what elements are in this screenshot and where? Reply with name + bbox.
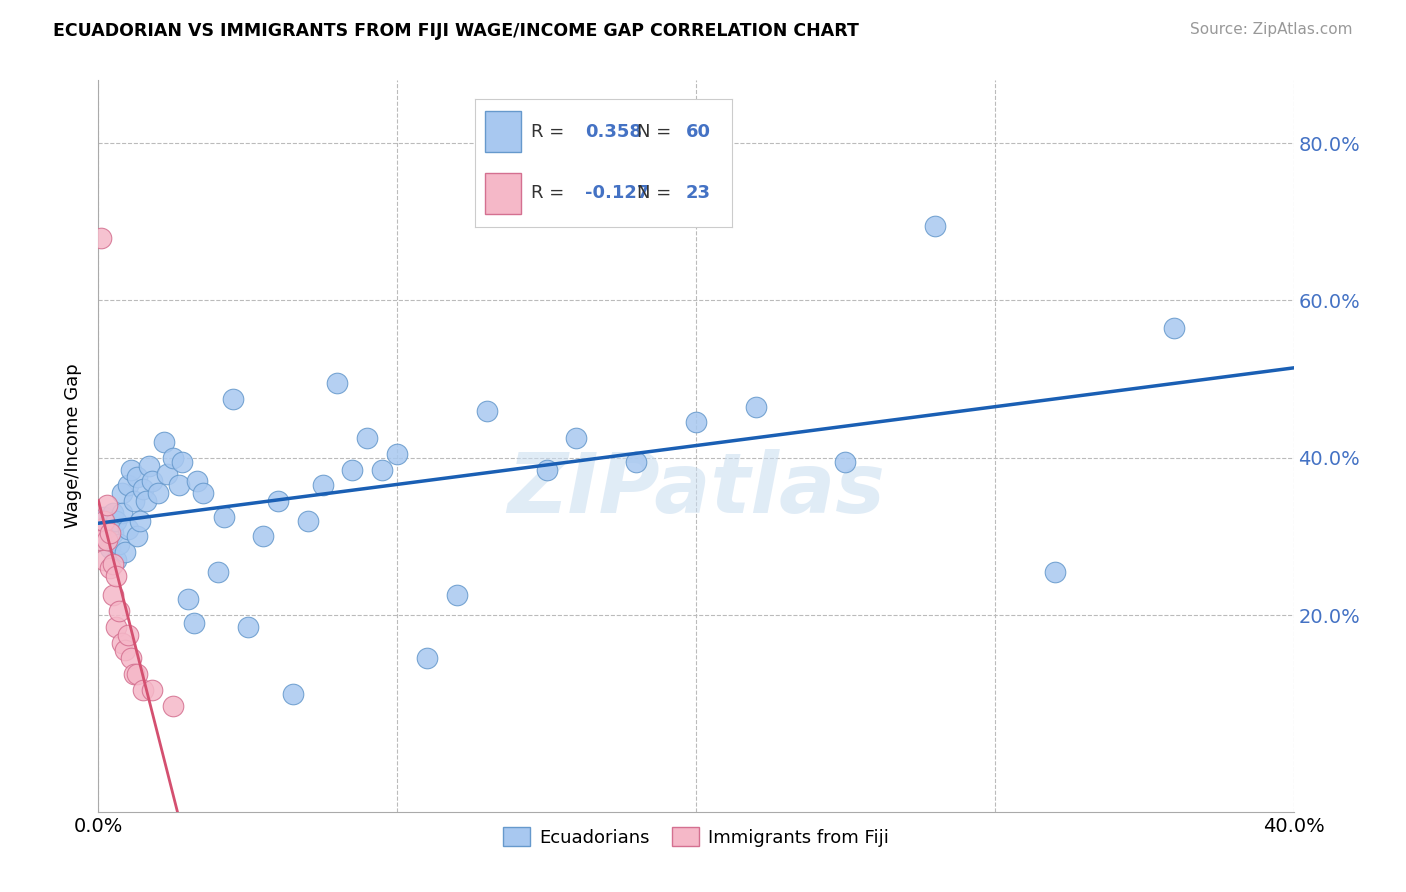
Point xyxy=(93,553,115,567)
Point xyxy=(103,589,125,603)
Point xyxy=(98,541,122,556)
Point xyxy=(124,494,146,508)
Point xyxy=(114,545,136,559)
Point xyxy=(111,506,134,520)
Point xyxy=(1043,565,1066,579)
Point xyxy=(834,455,856,469)
Point xyxy=(105,553,128,567)
Point xyxy=(127,667,149,681)
Point xyxy=(212,509,235,524)
Text: ZIPatlas: ZIPatlas xyxy=(508,450,884,531)
Point xyxy=(117,628,139,642)
Point xyxy=(90,522,112,536)
Point xyxy=(96,517,118,532)
Text: ECUADORIAN VS IMMIGRANTS FROM FIJI WAGE/INCOME GAP CORRELATION CHART: ECUADORIAN VS IMMIGRANTS FROM FIJI WAGE/… xyxy=(53,22,859,40)
Point xyxy=(111,635,134,649)
Point xyxy=(117,522,139,536)
Point xyxy=(129,514,152,528)
Point xyxy=(141,682,163,697)
Point xyxy=(103,557,125,571)
Point xyxy=(267,494,290,508)
Point xyxy=(252,529,274,543)
Point xyxy=(924,219,946,233)
Point xyxy=(156,467,179,481)
Point xyxy=(342,462,364,476)
Point xyxy=(162,698,184,713)
Point xyxy=(356,431,378,445)
Point xyxy=(98,561,122,575)
Point xyxy=(183,615,205,630)
Point xyxy=(132,482,155,496)
Legend: Ecuadorians, Immigrants from Fiji: Ecuadorians, Immigrants from Fiji xyxy=(496,820,896,854)
Point xyxy=(186,475,208,489)
Point xyxy=(98,525,122,540)
Point xyxy=(475,403,498,417)
Point xyxy=(385,447,409,461)
Point xyxy=(127,529,149,543)
Point xyxy=(90,533,112,548)
Point xyxy=(138,458,160,473)
Point xyxy=(105,568,128,582)
Point xyxy=(745,400,768,414)
Point xyxy=(626,455,648,469)
Point xyxy=(565,431,588,445)
Point xyxy=(536,462,558,476)
Point xyxy=(108,604,131,618)
Point xyxy=(1163,321,1185,335)
Point xyxy=(416,651,439,665)
Point xyxy=(90,230,112,244)
Point xyxy=(326,376,349,390)
Point xyxy=(120,651,142,665)
Point xyxy=(120,462,142,476)
Point xyxy=(236,620,259,634)
Point xyxy=(311,478,333,492)
Point xyxy=(685,416,707,430)
Point xyxy=(96,533,118,548)
Point xyxy=(172,455,194,469)
Point xyxy=(153,435,176,450)
Point xyxy=(135,494,157,508)
Point xyxy=(148,486,170,500)
Point xyxy=(111,486,134,500)
Point xyxy=(93,514,115,528)
Point xyxy=(93,509,115,524)
Point xyxy=(177,592,200,607)
Point xyxy=(117,478,139,492)
Point xyxy=(297,514,319,528)
Point xyxy=(105,514,128,528)
Point xyxy=(96,533,118,548)
Point xyxy=(96,498,118,512)
Point xyxy=(162,450,184,465)
Point xyxy=(103,525,125,540)
Point xyxy=(108,537,131,551)
Point xyxy=(141,475,163,489)
Point xyxy=(105,620,128,634)
Point xyxy=(127,470,149,484)
Point xyxy=(114,643,136,657)
Point xyxy=(103,506,125,520)
Point xyxy=(222,392,245,406)
Point xyxy=(191,486,214,500)
Text: Source: ZipAtlas.com: Source: ZipAtlas.com xyxy=(1189,22,1353,37)
Y-axis label: Wage/Income Gap: Wage/Income Gap xyxy=(63,364,82,528)
Point xyxy=(446,589,468,603)
Point xyxy=(371,462,394,476)
Point xyxy=(124,667,146,681)
Point xyxy=(90,522,112,536)
Point xyxy=(132,682,155,697)
Point xyxy=(281,687,304,701)
Point xyxy=(167,478,190,492)
Point xyxy=(207,565,229,579)
